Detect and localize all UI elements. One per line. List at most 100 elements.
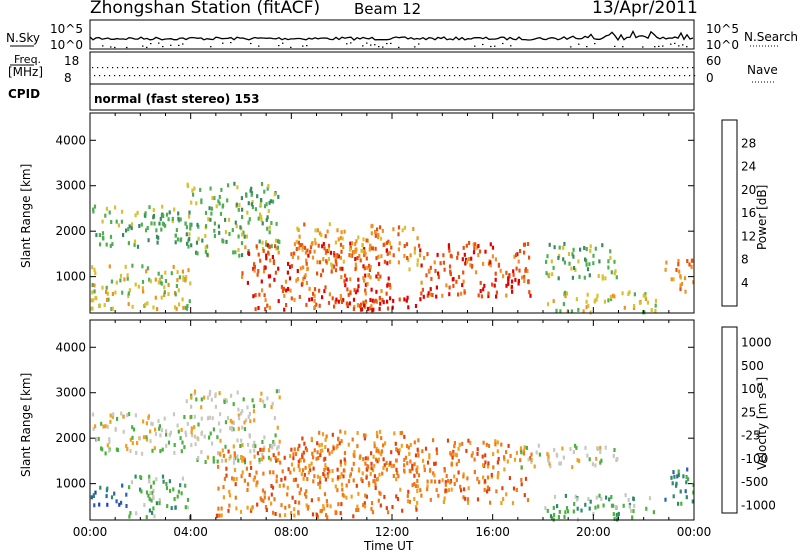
data-cell: [567, 509, 570, 514]
data-cell: [128, 288, 131, 293]
data-cell: [650, 308, 653, 312]
data-cell: [101, 231, 105, 236]
data-cell: [479, 280, 482, 285]
data-cell: [389, 285, 392, 290]
data-cell: [386, 283, 389, 288]
data-cell: [94, 490, 97, 495]
data-cell: [380, 449, 384, 454]
data-cell: [116, 448, 119, 453]
data-cell: [427, 291, 430, 296]
data-cell: [243, 420, 246, 425]
nave-dot: [207, 67, 209, 69]
data-cell: [177, 288, 180, 293]
data-cell: [680, 501, 683, 506]
data-cell: [463, 290, 466, 295]
data-cell: [149, 279, 152, 284]
freq-dot: [504, 75, 506, 77]
data-cell: [174, 233, 177, 238]
data-cell: [254, 207, 257, 212]
data-cell: [417, 438, 420, 443]
data-cell: [272, 470, 275, 475]
data-cell: [245, 466, 248, 471]
freq-dot: [129, 75, 131, 77]
data-cell: [584, 445, 587, 450]
data-cell: [345, 277, 348, 282]
data-cell: [493, 283, 496, 288]
nave-dot: [692, 67, 694, 69]
data-cell: [457, 458, 460, 463]
data-cell: [326, 229, 329, 234]
data-cell: [255, 244, 258, 249]
data-cell: [562, 257, 565, 262]
data-cell: [415, 507, 418, 512]
data-cell: [511, 501, 515, 506]
data-cell: [251, 398, 254, 403]
data-cell: [301, 281, 304, 286]
data-cell: [644, 297, 648, 301]
data-cell: [477, 253, 480, 258]
data-cell: [204, 233, 207, 238]
data-cell: [484, 249, 487, 254]
data-cell: [189, 281, 192, 286]
data-cell: [426, 460, 430, 465]
data-cell: [441, 478, 444, 483]
data-cell: [552, 265, 555, 270]
data-cell: [407, 305, 410, 310]
data-cell: [418, 253, 422, 258]
data-cell: [373, 299, 376, 304]
data-cell: [276, 245, 279, 250]
data-cell: [170, 506, 173, 511]
data-cell: [599, 450, 602, 454]
data-cell: [302, 468, 305, 473]
data-cell: [492, 465, 495, 470]
data-cell: [249, 188, 252, 193]
data-cell: [180, 449, 183, 454]
data-cell: [185, 225, 188, 230]
data-cell: [210, 397, 213, 402]
data-cell: [270, 244, 273, 249]
data-cell: [200, 430, 204, 435]
data-cell: [108, 210, 111, 215]
data-cell: [231, 420, 234, 425]
data-cell: [121, 290, 124, 295]
data-cell: [380, 289, 383, 293]
data-cell: [495, 489, 498, 494]
data-cell: [400, 443, 403, 448]
data-cell: [378, 306, 381, 311]
data-cell: [445, 283, 448, 288]
data-cell: [260, 447, 263, 452]
data-cell: [357, 491, 360, 496]
data-cell: [358, 253, 361, 258]
data-cell: [297, 228, 300, 232]
data-cell: [303, 472, 306, 477]
data-cell: [167, 292, 170, 297]
data-cell: [280, 284, 283, 289]
data-cell: [151, 490, 154, 495]
data-cell: [189, 222, 192, 227]
data-cell: [297, 255, 300, 260]
data-cell: [379, 225, 382, 230]
data-cell: [406, 295, 409, 300]
data-cell: [574, 494, 577, 499]
data-cell: [275, 479, 278, 484]
data-cell: [370, 231, 373, 236]
data-cell: [355, 483, 358, 488]
cpid-mode: normal (fast stereo) 153: [94, 92, 260, 106]
data-cell: [223, 400, 226, 404]
data-cell: [183, 445, 186, 450]
data-cell: [476, 447, 479, 452]
data-cell: [595, 456, 598, 461]
noise-search-dot: [578, 43, 580, 45]
data-cell: [226, 416, 230, 421]
noise-panel-frame: [89, 19, 695, 50]
noise-search-dot: [182, 43, 184, 45]
data-cell: [302, 276, 305, 281]
y-tick-label: 3000: [55, 386, 86, 400]
data-cell: [132, 427, 136, 432]
nave-dot: [297, 67, 299, 69]
nave-dot: [447, 67, 449, 69]
noise-search-dot: [258, 45, 260, 47]
data-cell: [125, 492, 128, 497]
data-cell: [364, 299, 367, 304]
data-cell: [239, 225, 242, 230]
